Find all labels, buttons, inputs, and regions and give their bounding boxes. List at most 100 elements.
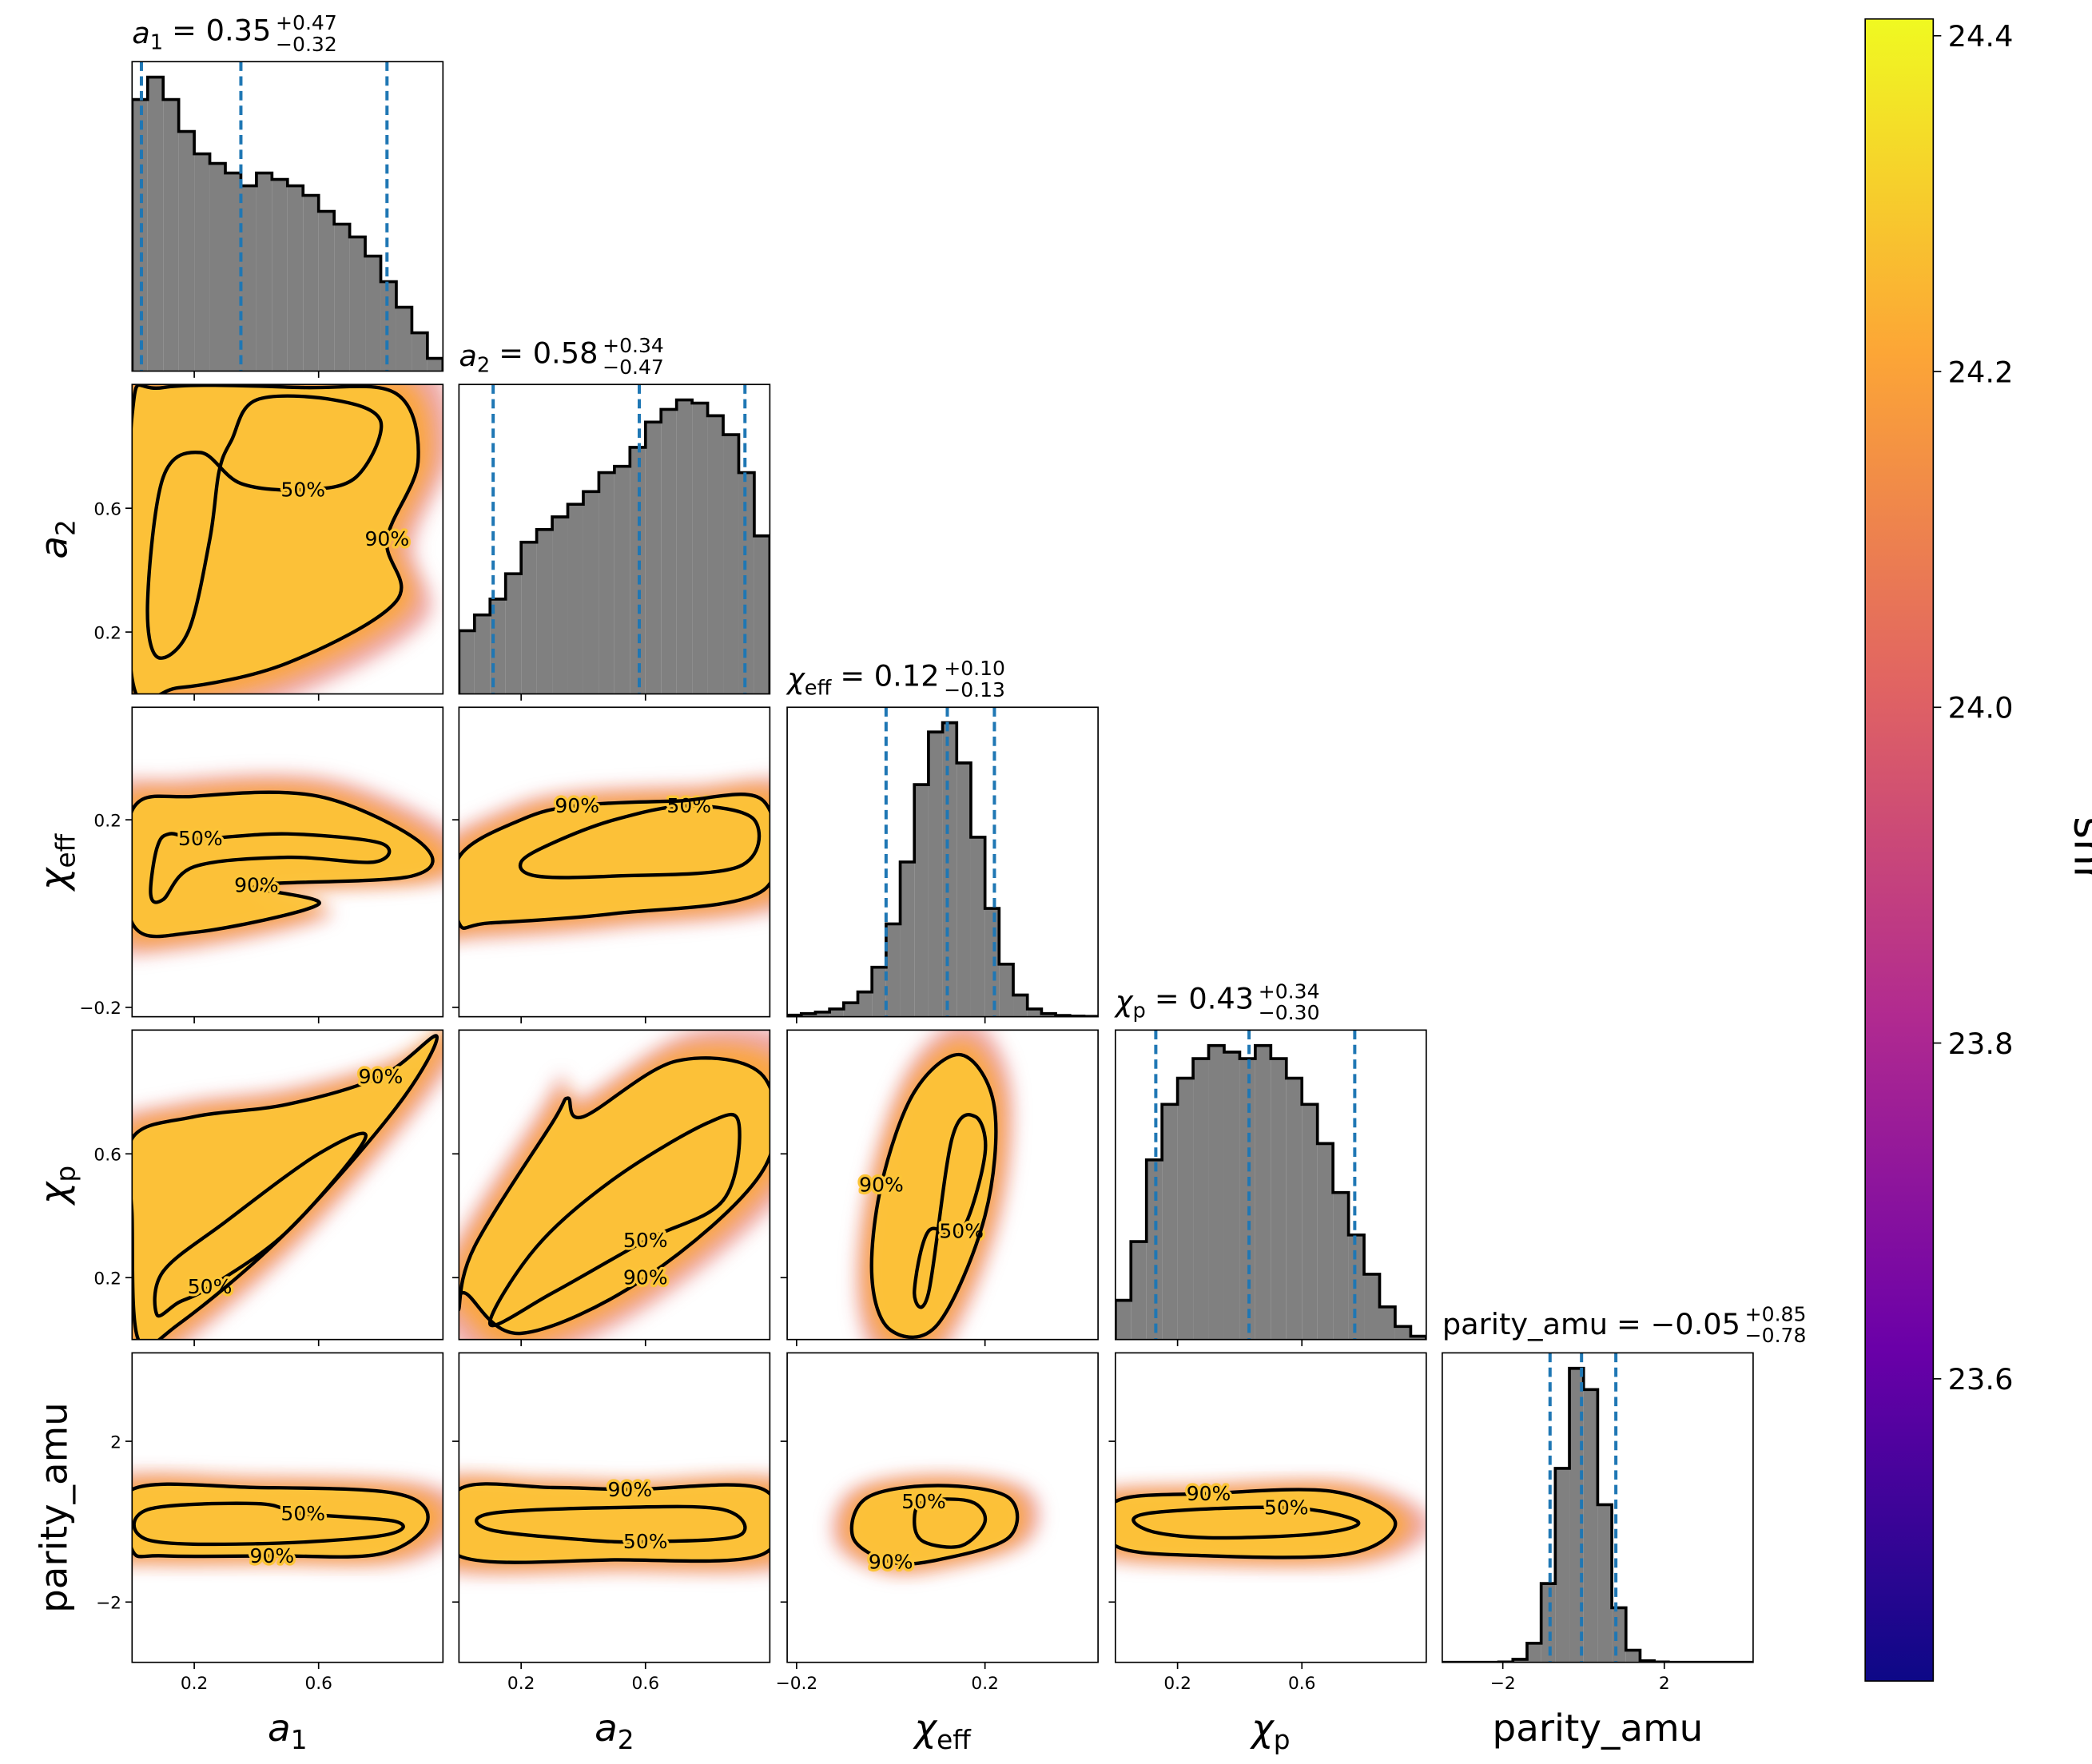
histogram-outline xyxy=(132,75,443,371)
contour-line xyxy=(869,1052,998,1339)
contour-label: 50% xyxy=(280,1502,325,1525)
contour-label: 90% xyxy=(555,794,599,817)
histogram-bar xyxy=(1555,1468,1570,1663)
scatter-panel: 50%90% xyxy=(131,706,444,1018)
contour-line xyxy=(459,1056,770,1336)
histogram-bar xyxy=(147,77,164,371)
panel-frame xyxy=(131,1352,444,1663)
panel-frame xyxy=(458,1352,771,1663)
x-tick-label: 0.2 xyxy=(1163,1674,1191,1694)
histogram-bar xyxy=(900,861,915,1017)
contour-label: 50% xyxy=(178,827,223,850)
x-axis-label-symbol: χ xyxy=(1249,1707,1275,1750)
x-axis-label: a2 xyxy=(595,1707,634,1755)
contour-line xyxy=(132,384,420,694)
x-axis-label: parity_amu xyxy=(1493,1707,1704,1750)
histogram-bar xyxy=(1541,1583,1556,1663)
title-lower-error: −0.78 xyxy=(1745,1324,1807,1347)
panel-title-value: = 0.43 xyxy=(1155,982,1254,1016)
panel-frame xyxy=(458,383,771,695)
colorbar-tick-label: 23.6 xyxy=(1948,1362,2014,1396)
y-axis-label-symbol: a xyxy=(33,536,76,559)
y-tick-label: 0.2 xyxy=(93,623,121,643)
histogram-bar xyxy=(872,967,886,1017)
contour-line xyxy=(132,1501,405,1547)
contour-line xyxy=(849,1484,1020,1566)
y-axis-label: parity_amu xyxy=(33,1402,76,1613)
histogram-bar xyxy=(567,504,583,694)
contour-line xyxy=(459,1482,770,1564)
histogram-bar xyxy=(1364,1273,1380,1340)
panel-frame xyxy=(458,1029,771,1341)
contour-label: 50% xyxy=(1264,1496,1309,1519)
colorbar xyxy=(1864,18,1935,1682)
histogram-bar xyxy=(474,614,491,694)
x-axis-label-subscript: eff xyxy=(937,1725,972,1755)
histogram-panel: a2 = 0.58 +0.34−0.47 xyxy=(458,334,771,695)
density-core xyxy=(459,1058,770,1333)
histogram-bar xyxy=(365,256,381,371)
histogram-bar xyxy=(583,491,599,694)
panel-frame xyxy=(131,706,444,1018)
density-core xyxy=(132,384,419,694)
histogram-bar xyxy=(1394,1326,1411,1340)
density-area: 50% 90% xyxy=(132,1030,443,1340)
x-axis-label-subscript: 1 xyxy=(291,1725,308,1755)
histogram-bar xyxy=(970,836,985,1017)
colorbar-label: snr xyxy=(2064,816,2092,884)
scatter-panel: 50%90% xyxy=(131,383,444,695)
panel-frame xyxy=(131,61,444,372)
histogram-outline xyxy=(1115,1043,1426,1340)
histogram-bar xyxy=(1317,1143,1334,1340)
histogram-bar xyxy=(1013,995,1028,1017)
x-axis-label-subscript: p xyxy=(1274,1725,1291,1755)
histogram-bar xyxy=(349,236,366,371)
contour-label: 90% xyxy=(250,1544,295,1567)
x-tick-label: 0.2 xyxy=(181,1674,209,1694)
x-tick-label: −2 xyxy=(1490,1674,1516,1694)
histogram-bar xyxy=(707,415,724,694)
panel-title-value: = −0.05 xyxy=(1617,1307,1740,1341)
histogram-bar xyxy=(1513,1659,1527,1663)
contour-label: 50% xyxy=(280,478,325,501)
panel-title-value: = 0.12 xyxy=(840,659,939,693)
panel-title: χp = 0.43 xyxy=(1114,982,1254,1023)
histogram-bar xyxy=(412,332,428,371)
scatter-panel: 50%90% xyxy=(786,1029,1099,1341)
title-lower-error: −0.32 xyxy=(276,33,337,56)
histogram-bar xyxy=(885,924,901,1017)
density-core xyxy=(459,794,770,928)
histogram-outline xyxy=(787,721,1099,1017)
contour-label: 90% xyxy=(608,1478,653,1501)
contour-line xyxy=(913,1497,988,1549)
histogram-bar xyxy=(132,99,148,371)
density-core xyxy=(459,1484,770,1563)
density-area: 50% 90% xyxy=(832,1475,1040,1576)
histogram-bar xyxy=(843,1003,858,1017)
histogram-bar xyxy=(1131,1242,1147,1340)
x-axis-label-symbol: a xyxy=(268,1707,291,1750)
contour-label: 90% xyxy=(359,1065,404,1088)
histogram-bar xyxy=(599,472,614,694)
density-area: 50% 90% xyxy=(132,384,443,694)
panel-frame xyxy=(786,1352,1099,1663)
density-core xyxy=(1115,1489,1396,1558)
histogram-bar xyxy=(287,185,304,371)
panel-frame xyxy=(131,383,444,695)
y-axis-label: χp xyxy=(33,1166,81,1206)
histogram-bar xyxy=(194,153,210,371)
colorbar-tick-label: 24.4 xyxy=(1948,19,2014,54)
histogram-bar xyxy=(209,163,226,371)
histogram-bar xyxy=(1597,1504,1613,1663)
histogram-bar xyxy=(1625,1650,1641,1663)
histogram-bar xyxy=(459,630,475,694)
colorbar-tick-label: 24.2 xyxy=(1948,355,2014,389)
density-area: 50% 90% xyxy=(132,1473,443,1570)
histogram-bar xyxy=(942,722,957,1017)
contour-label: 50% xyxy=(666,794,711,817)
histogram-area xyxy=(1442,1353,1753,1663)
panel-title-symbol: a xyxy=(132,16,150,50)
histogram-bar xyxy=(256,173,272,371)
histogram-bar xyxy=(801,1013,816,1017)
